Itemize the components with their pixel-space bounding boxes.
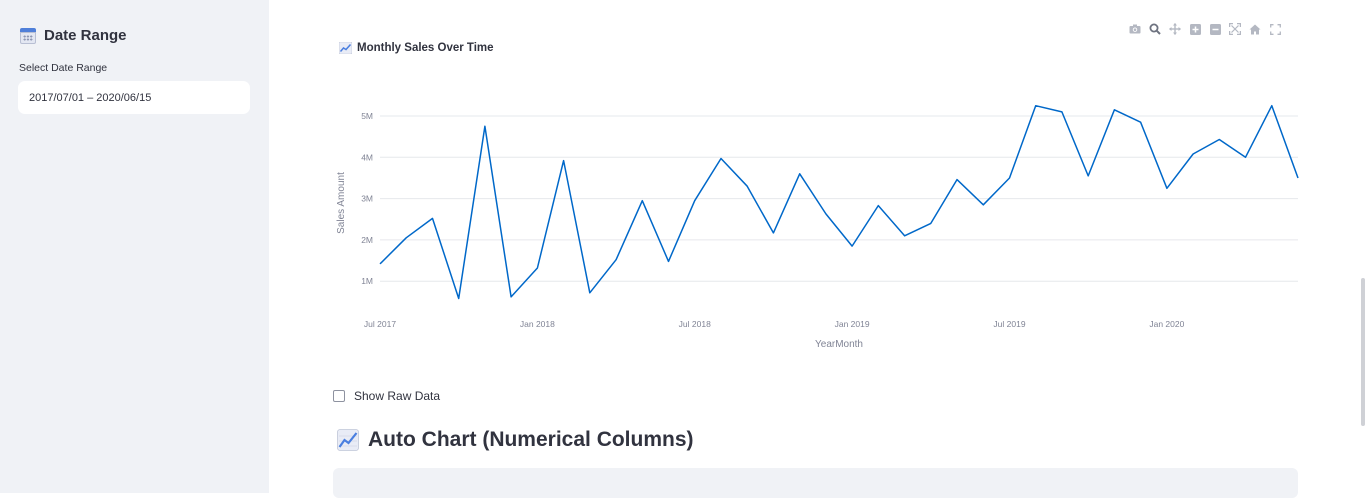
autoscale-icon[interactable] — [1225, 22, 1245, 36]
y-axis-title: Sales Amount — [336, 172, 347, 234]
sales-series-line — [379, 104, 1299, 300]
auto-chart-heading-text: Auto Chart (Numerical Columns) — [368, 428, 694, 451]
reset-axes-icon[interactable] — [1245, 22, 1265, 36]
show-raw-data-label: Show Raw Data — [354, 389, 441, 403]
y-tick-label: 2M — [361, 235, 373, 245]
calendar-icon — [20, 27, 36, 44]
sidebar-title-text: Date Range — [44, 27, 127, 44]
date-range-input[interactable]: 2017/07/01 – 2020/06/15 — [18, 81, 250, 114]
y-axis-ticks: 1M 2M 3M 4M 5M — [361, 111, 373, 286]
x-tick-label: Jan 2019 — [835, 319, 870, 329]
y-tick-label: 5M — [361, 111, 373, 121]
sidebar-title: Date Range — [20, 27, 127, 44]
show-raw-data-checkbox[interactable] — [333, 390, 345, 402]
x-tick-label: Jan 2018 — [520, 319, 555, 329]
x-axis-ticks: Jul 2017 Jan 2018 Jul 2018 Jan 2019 Jul 2019… — [364, 319, 1185, 329]
date-range-label: Select Date Range — [19, 62, 108, 74]
x-tick-label: Jan 2020 — [1149, 319, 1184, 329]
x-tick-label: Jul 2019 — [993, 319, 1025, 329]
page-scrollbar[interactable] — [1361, 278, 1365, 426]
chart-title-text: Monthly Sales Over Time — [357, 42, 494, 54]
chart-title: Monthly Sales Over Time — [339, 42, 494, 54]
auto-chart-panel — [333, 468, 1298, 498]
x-tick-label: Jul 2017 — [364, 319, 396, 329]
x-tick-label: Jul 2018 — [679, 319, 711, 329]
zoom-out-icon[interactable] — [1205, 22, 1225, 36]
chart-modebar — [1125, 22, 1285, 36]
pan-icon[interactable] — [1165, 22, 1185, 36]
zoom-icon[interactable] — [1145, 22, 1165, 36]
y-tick-label: 4M — [361, 152, 373, 162]
chart-gridlines — [380, 115, 1298, 282]
y-tick-label: 1M — [361, 276, 373, 286]
camera-icon[interactable] — [1125, 22, 1145, 36]
zoom-in-icon[interactable] — [1185, 22, 1205, 36]
chart-increasing-icon — [337, 429, 359, 451]
fullscreen-icon[interactable] — [1265, 22, 1285, 36]
chart-increasing-icon — [339, 42, 352, 54]
show-raw-data-toggle[interactable]: Show Raw Data — [333, 389, 440, 403]
y-tick-label: 3M — [361, 194, 373, 204]
sidebar: Date Range Select Date Range 2017/07/01 … — [0, 0, 269, 493]
auto-chart-heading: Auto Chart (Numerical Columns) — [337, 428, 694, 452]
x-axis-title: YearMonth — [815, 339, 863, 350]
